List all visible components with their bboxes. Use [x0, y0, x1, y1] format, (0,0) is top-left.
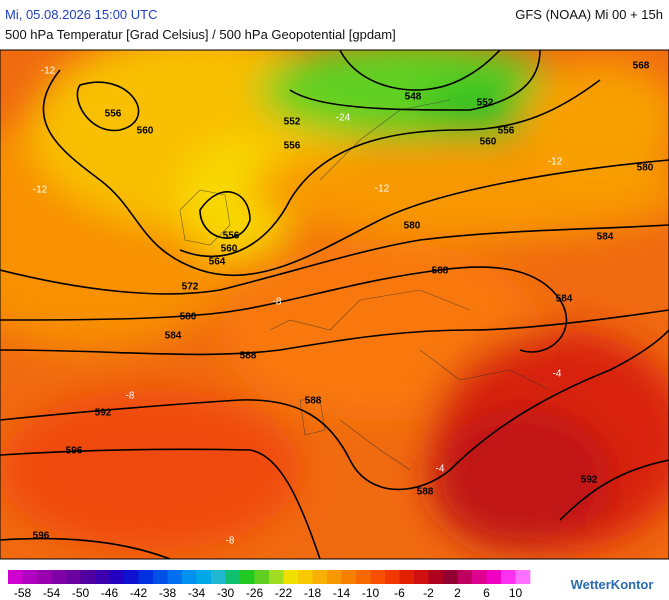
colorbar-label: -38 [159, 586, 177, 600]
geopotential-label: 564 [209, 257, 226, 268]
geopotential-label: 588 [305, 396, 322, 407]
colorbar-swatch [428, 570, 444, 584]
subtitle: 500 hPa Temperatur [Grad Celsius] / 500 … [5, 27, 396, 42]
colorbar-swatch [167, 570, 183, 584]
colorbar-swatch [501, 570, 516, 584]
colorbar-swatch [341, 570, 357, 584]
colorbar-swatch [269, 570, 284, 584]
colorbar-swatch [298, 570, 313, 584]
colorbar-label: -6 [394, 586, 405, 600]
temperature-label: -24 [336, 113, 351, 124]
geopotential-label: 568 [633, 61, 650, 72]
geopotential-label: 560 [137, 126, 154, 137]
colorbar-swatch [51, 570, 67, 584]
colorbar-swatch [457, 570, 473, 584]
temperature-label: -12 [375, 184, 390, 195]
colorbar-swatch [37, 570, 52, 584]
colorbar-swatch [312, 570, 328, 584]
geopotential-label: 556 [105, 109, 122, 120]
geopotential-label: 552 [477, 98, 494, 109]
colorbar-label: -14 [333, 586, 351, 600]
colorbar-label: -22 [275, 586, 293, 600]
temperature-label: -12 [33, 185, 48, 196]
colorbar-label: -50 [72, 586, 90, 600]
colorbar-label: -2 [423, 586, 434, 600]
geopotential-label: 584 [597, 232, 614, 243]
colorbar-swatch [486, 570, 502, 584]
geopotential-label: 572 [182, 282, 199, 293]
geopotential-label: 596 [66, 446, 83, 457]
colorbar-swatch [66, 570, 81, 584]
colorbar-swatch [138, 570, 154, 584]
colorbar-label: -34 [188, 586, 206, 600]
geopotential-label: 560 [221, 244, 238, 255]
colorbar-swatch [414, 570, 429, 584]
colorbar-swatch [22, 570, 38, 584]
colorbar-label: 6 [483, 586, 490, 600]
temperature-label: -8 [226, 536, 235, 547]
colorbar-swatch [283, 570, 299, 584]
colorbar-label: -42 [130, 586, 148, 600]
colorbar-label: -18 [304, 586, 322, 600]
geopotential-label: 580 [637, 163, 654, 174]
geopotential-label: 580 [180, 312, 197, 323]
colorbar-swatch [399, 570, 415, 584]
colorbar-swatch [182, 570, 197, 584]
temperature-label: -4 [553, 369, 562, 380]
temperature-label: -8 [126, 391, 135, 402]
geopotential-label: 556 [498, 126, 515, 137]
colorbar-label: 10 [509, 586, 523, 600]
geopotential-label: 552 [284, 117, 301, 128]
colorbar-swatch [254, 570, 270, 584]
colorbar-swatch [356, 570, 371, 584]
colorbar-label: 2 [454, 586, 461, 600]
geopotential-label: 588 [240, 351, 257, 362]
colorbar-swatch [124, 570, 139, 584]
colorbar-label: -30 [217, 586, 235, 600]
brand: WetterKontor [571, 577, 654, 592]
colorbar-swatch [370, 570, 386, 584]
colorbar-swatch [443, 570, 458, 584]
colorbar: -58 -54 -50 -46 -42 -38 -34 -30 -26 -22 -18 -14 -10-… [8, 570, 531, 600]
datetime: Mi, 05.08.2026 15:00 UTC [5, 7, 157, 22]
geopotential-label: 584 [165, 331, 182, 342]
colorbar-swatch [196, 570, 212, 584]
temperature-label: -4 [436, 464, 445, 475]
colorbar-swatch [515, 570, 531, 584]
colorbar-swatch [153, 570, 168, 584]
geopotential-label: 588 [417, 487, 434, 498]
geopotential-label: 592 [581, 475, 598, 486]
geopotential-label: 548 [405, 92, 422, 103]
temperature-label: -12 [548, 157, 563, 168]
colorbar-swatch [8, 570, 23, 584]
colorbar-label: -46 [101, 586, 119, 600]
colorbar-swatch [95, 570, 110, 584]
map [0, 50, 669, 559]
colorbar-label: -10 [362, 586, 380, 600]
colorbar-label: -54 [43, 586, 61, 600]
temperature-label: -12 [41, 66, 56, 77]
geopotential-label: 592 [95, 408, 112, 419]
geopotential-label: 588 [432, 266, 449, 277]
geopotential-label: 556 [223, 231, 240, 242]
geopotential-label: 584 [556, 294, 573, 305]
geopotential-label: 580 [404, 221, 421, 232]
colorbar-swatch [327, 570, 342, 584]
colorbar-swatch [472, 570, 487, 584]
model-run: GFS (NOAA) Mi 00 + 15h [515, 7, 663, 22]
colorbar-swatch [80, 570, 96, 584]
isohypses [0, 50, 669, 559]
colorbar-swatch [240, 570, 255, 584]
colorbar-swatch [211, 570, 226, 584]
colorbar-label: -26 [246, 586, 264, 600]
colorbar-swatch [109, 570, 125, 584]
colorbar-label: -58 [14, 586, 32, 600]
geopotential-label: 556 [284, 141, 301, 152]
temperature-label: -8 [273, 297, 282, 308]
colorbar-swatch [225, 570, 241, 584]
geopotential-label: 596 [33, 531, 50, 542]
colorbar-swatch [385, 570, 400, 584]
geopotential-label: 560 [480, 137, 497, 148]
